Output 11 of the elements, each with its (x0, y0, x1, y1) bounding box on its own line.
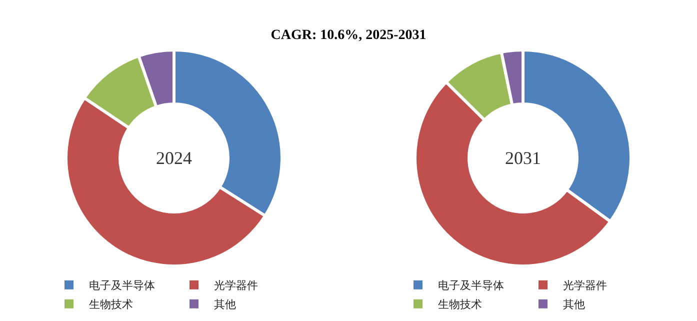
legend-label: 电子及半导体 (438, 279, 504, 292)
legend-label: 其他 (214, 298, 236, 312)
legend-label: 生物技术 (89, 298, 133, 312)
legend-label: 其他 (563, 298, 585, 312)
text: 2024 (156, 148, 192, 168)
legend-label: 光学器件 (214, 279, 258, 292)
legend-label: 生物技术 (438, 298, 482, 312)
text: CAGR: 10.6%, 2025-2031 (270, 28, 428, 44)
text: 2031 (505, 148, 541, 168)
legend-label: 电子及半导体 (89, 279, 155, 292)
legend-label: 光学器件 (563, 279, 607, 292)
